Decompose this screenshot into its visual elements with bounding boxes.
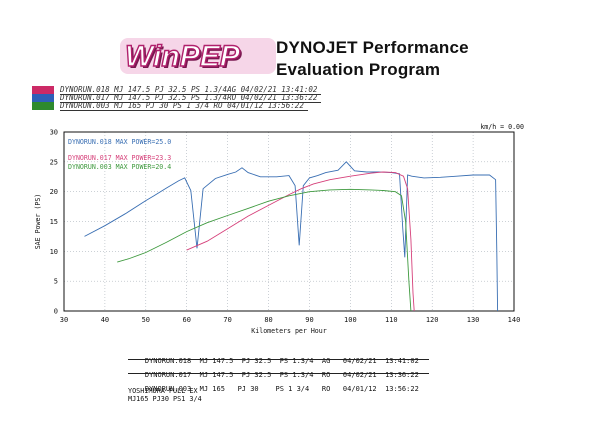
y-tick-label: 30	[50, 129, 58, 137]
app-title-line1: DYNOJET Performance	[276, 38, 469, 57]
run-legend-text: DYNORUN.017 MJ 147.5 PJ 32.5 PS 1.3/4RO …	[60, 94, 322, 103]
series-line	[186, 171, 415, 312]
y-tick-label: 10	[50, 248, 58, 256]
run-color-swatch	[32, 102, 54, 110]
x-tick-label: 80	[264, 316, 272, 324]
logo-glow	[120, 38, 276, 74]
x-tick-label: 130	[467, 316, 480, 324]
table-note: MJ165 PJ30 PS1 3/4	[128, 395, 202, 403]
logo-text: WinPEP	[125, 40, 241, 73]
logo-shadow-text: WinPEP	[127, 42, 243, 75]
series-annotation: DYNORUN.003 MAX POWER=20.4	[68, 163, 171, 171]
run-legend-item: DYNORUN.003 MJ 165 PJ 30 PS 1 3/4 RO 04/…	[30, 102, 570, 111]
x-tick-label: 40	[101, 316, 109, 324]
x-tick-label: 110	[385, 316, 398, 324]
winpep-logo: WinPEP WinPEP	[118, 34, 278, 78]
chart-series	[84, 161, 499, 312]
x-tick-label: 70	[223, 316, 231, 324]
y-tick-label: 15	[50, 218, 58, 226]
chart-ticks: 30 40 50 60 70 80 90 100 110 120 130 140 0 5 10 15 20 25 3…	[50, 129, 521, 325]
plot-frame	[63, 131, 515, 312]
run-color-swatch	[32, 86, 54, 94]
run-legend-item: DYNORUN.018 MJ 147.5 PJ 32.5 PS 1.3/4AG …	[30, 86, 570, 95]
x-tick-label: 30	[60, 316, 68, 324]
series-annotation: DYNORUN.018 MAX POWER=25.0	[68, 138, 171, 146]
table-row-text: DYNORUN.003 MJ 165 PJ 30 PS 1 3/4 RO 04/…	[144, 385, 419, 393]
run-legend-text: DYNORUN.003 MJ 165 PJ 30 PS 1 3/4 RO 04/…	[60, 102, 308, 111]
y-tick-label: 20	[50, 188, 58, 196]
run-legend-text: DYNORUN.018 MJ 147.5 PJ 32.5 PS 1.3/4AG …	[60, 86, 322, 95]
x-tick-label: 140	[508, 316, 521, 324]
y-tick-label: 25	[50, 158, 58, 166]
y-tick-label: 0	[54, 308, 58, 316]
x-tick-label: 120	[426, 316, 439, 324]
x-tick-label: 50	[142, 316, 150, 324]
row-underline	[128, 373, 429, 374]
x-tick-label: 60	[183, 316, 191, 324]
table-row: DYNORUN.003 MJ 165 PJ 30 PS 1 3/4 RO 04/…	[128, 377, 419, 393]
corner-label: km/h = 0.00	[480, 123, 524, 131]
series-line	[117, 188, 412, 312]
run-table: DYNORUN.018 MJ 147.5 PJ 32.5 PS 1.3/4 AG…	[128, 349, 429, 403]
run-color-swatch	[32, 94, 54, 102]
y-tick-label: 5	[54, 278, 58, 286]
x-tick-label: 90	[305, 316, 313, 324]
x-axis-label: Kilometers per Hour	[251, 327, 326, 335]
winpep-logo-graphic: WinPEP WinPEP	[120, 38, 276, 75]
table-row: DYNORUN.017 MJ 147.5 PJ 32.5 PS 1.3/4 RO…	[128, 363, 429, 379]
series-line	[84, 161, 499, 312]
table-row: DYNORUN.018 MJ 147.5 PJ 32.5 PS 1.3/4 AG…	[128, 349, 429, 365]
run-legend: DYNORUN.018 MJ 147.5 PJ 32.5 PS 1.3/4AG …	[30, 86, 570, 111]
table-row-text: DYNORUN.018 MJ 147.5 PJ 32.5 PS 1.3/4 AG…	[144, 357, 419, 365]
app-title-line2: Evaluation Program	[276, 60, 441, 79]
table-note: YOSHIMURA FULL EX	[128, 387, 198, 395]
x-tick-label: 100	[344, 316, 357, 324]
chart-annotations: DYNORUN.018 MAX POWER=25.0 DYNORUN.017 MA…	[68, 138, 171, 171]
table-row-text: DYNORUN.017 MJ 147.5 PJ 32.5 PS 1.3/4 RO…	[144, 371, 419, 379]
run-legend-item: DYNORUN.017 MJ 147.5 PJ 32.5 PS 1.3/4RO …	[30, 94, 570, 103]
series-annotation: DYNORUN.017 MAX POWER=23.3	[68, 154, 171, 162]
y-axis-label: SAE Power (PS)	[34, 194, 42, 250]
row-underline	[128, 359, 429, 360]
